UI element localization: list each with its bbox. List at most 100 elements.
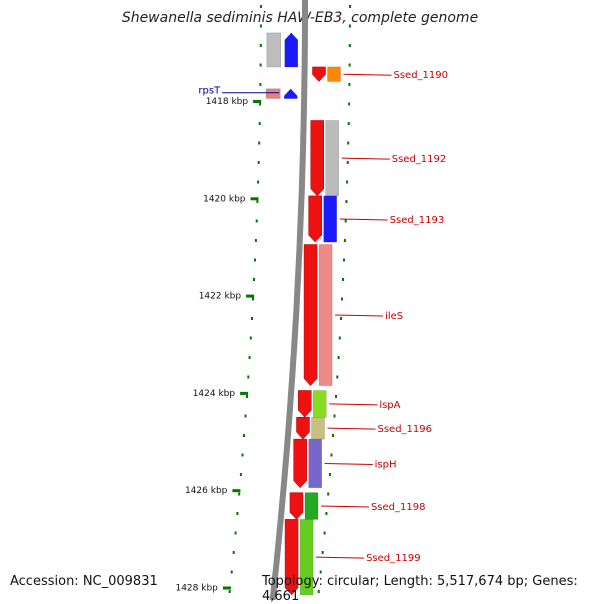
guide-dot-right xyxy=(321,551,324,554)
genome-backbone xyxy=(269,0,308,600)
forward-gene-arrow[interactable] xyxy=(298,390,312,418)
gene-label[interactable]: ispH xyxy=(375,459,397,470)
scale-label: 1418 kbp xyxy=(206,97,249,107)
guide-dot-left xyxy=(244,414,247,418)
guide-dot-right xyxy=(335,395,337,398)
gene-feature-bar[interactable] xyxy=(308,438,322,488)
gene-track[interactable] xyxy=(265,32,341,596)
scale-label: 1428 kbp xyxy=(175,584,218,594)
guide-dot-left xyxy=(243,434,245,437)
reverse-gene-arrow[interactable] xyxy=(283,88,298,99)
gene-feature-bar[interactable] xyxy=(323,195,337,243)
guide-dot-right xyxy=(349,5,351,8)
guide-dot-left xyxy=(258,122,261,125)
gene-label[interactable]: Ssed_1190 xyxy=(394,70,449,81)
guide-dot-left xyxy=(239,473,242,476)
gene-feature-bar[interactable] xyxy=(265,88,281,99)
guide-dot-right xyxy=(347,141,350,145)
reverse-gene-arrow[interactable] xyxy=(284,32,299,68)
gene-feature-bar[interactable] xyxy=(299,519,314,596)
scale-label: 1422 kbp xyxy=(199,292,242,302)
guide-dot-right xyxy=(319,570,322,574)
accession-text: Accession: NC_009831 xyxy=(10,574,158,589)
forward-gene-arrow[interactable] xyxy=(293,438,307,489)
gene-label[interactable]: Ssed_1193 xyxy=(390,215,445,226)
guide-dot-right xyxy=(332,434,334,437)
guide-dot-left xyxy=(252,297,254,301)
guide-dot-right xyxy=(348,83,351,86)
guide-dot-right xyxy=(323,531,326,535)
guide-dot-right xyxy=(338,336,341,340)
guide-dot-left xyxy=(247,375,250,379)
forward-gene-arrow[interactable] xyxy=(308,195,322,243)
guide-dot-right xyxy=(333,414,336,418)
gene-feature-bar[interactable] xyxy=(327,66,341,82)
gene-label[interactable]: Ssed_1198 xyxy=(371,502,426,513)
guide-dot-right xyxy=(347,122,350,125)
guide-dot-right xyxy=(337,356,340,359)
gene-feature-bar[interactable] xyxy=(318,244,333,386)
gene-leader-line xyxy=(316,556,365,559)
guide-dot-left xyxy=(256,200,259,203)
gene-label[interactable]: Ssed_1199 xyxy=(366,553,421,564)
guide-dot-left xyxy=(238,492,241,496)
guide-dot-right xyxy=(328,473,331,476)
scale-label: 1420 kbp xyxy=(203,194,246,204)
guide-dot-left xyxy=(259,63,262,67)
forward-gene-arrow[interactable] xyxy=(284,519,299,596)
guide-dot-right xyxy=(345,200,348,203)
gene-leader-line xyxy=(341,157,390,160)
forward-gene-arrow[interactable] xyxy=(312,66,326,82)
guide-dot-right xyxy=(346,161,349,164)
guide-dot-left xyxy=(255,219,258,223)
guide-dot-left xyxy=(230,570,233,574)
forward-gene-arrow[interactable] xyxy=(303,244,318,386)
guide-dot-left xyxy=(259,44,262,47)
gene-leader-line xyxy=(324,462,373,465)
guide-dot-left xyxy=(259,102,262,106)
guide-dot-right xyxy=(341,297,343,301)
gene-feature-bar[interactable] xyxy=(313,390,327,418)
guide-dot-right xyxy=(346,180,349,184)
scale-label: 1426 kbp xyxy=(185,486,228,496)
gene-label[interactable]: rpsT xyxy=(198,86,221,97)
forward-gene-arrow[interactable] xyxy=(310,120,324,197)
gene-leader-line xyxy=(320,505,369,508)
gene-feature-bar[interactable] xyxy=(311,416,325,440)
guide-dot-right xyxy=(348,102,351,106)
gene-feature-bar[interactable] xyxy=(304,492,319,520)
guide-dot-left xyxy=(228,590,231,593)
gene-leader-line xyxy=(335,314,384,317)
genome-title: Shewanella sediminis HAW-EB3, complete g… xyxy=(121,10,479,26)
guide-dot-left xyxy=(249,336,252,340)
guide-dot-left xyxy=(234,531,237,535)
scale-tick xyxy=(250,197,259,201)
guide-dot-left xyxy=(254,258,256,262)
guide-dot-left xyxy=(259,24,262,28)
guide-dot-left xyxy=(257,180,260,184)
guide-dot-right xyxy=(343,258,345,262)
gene-labels[interactable]: rpsT Ssed_1190 Ssed_1192 Ssed_1193 ileS lspA S… xyxy=(198,70,448,564)
scale-label: 1424 kbp xyxy=(193,389,236,399)
gene-label[interactable]: ileS xyxy=(385,311,403,322)
gene-leader-line xyxy=(339,218,388,221)
gene-label[interactable]: Ssed_1192 xyxy=(392,154,447,165)
guide-dot-left xyxy=(251,317,253,320)
forward-gene-arrow[interactable] xyxy=(289,492,304,520)
guide-dot-right xyxy=(340,317,342,320)
gene-feature-bar[interactable] xyxy=(325,120,339,197)
guide-dot-left xyxy=(257,161,260,164)
guide-dot-left xyxy=(241,453,244,457)
guide-dot-right xyxy=(348,24,351,28)
gene-feature-bar[interactable] xyxy=(266,32,282,68)
scale-tick xyxy=(232,489,241,493)
guide-dot-right xyxy=(348,44,351,47)
gene-label[interactable]: lspA xyxy=(379,400,400,411)
scale-tick xyxy=(246,294,255,298)
gene-leader-line xyxy=(329,403,378,406)
forward-gene-arrow[interactable] xyxy=(296,416,310,440)
gene-leader-line xyxy=(327,427,376,430)
guide-dot-right xyxy=(327,492,330,496)
gene-label[interactable]: Ssed_1196 xyxy=(378,424,433,435)
